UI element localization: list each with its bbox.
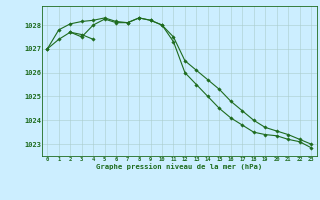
X-axis label: Graphe pression niveau de la mer (hPa): Graphe pression niveau de la mer (hPa): [96, 163, 262, 170]
